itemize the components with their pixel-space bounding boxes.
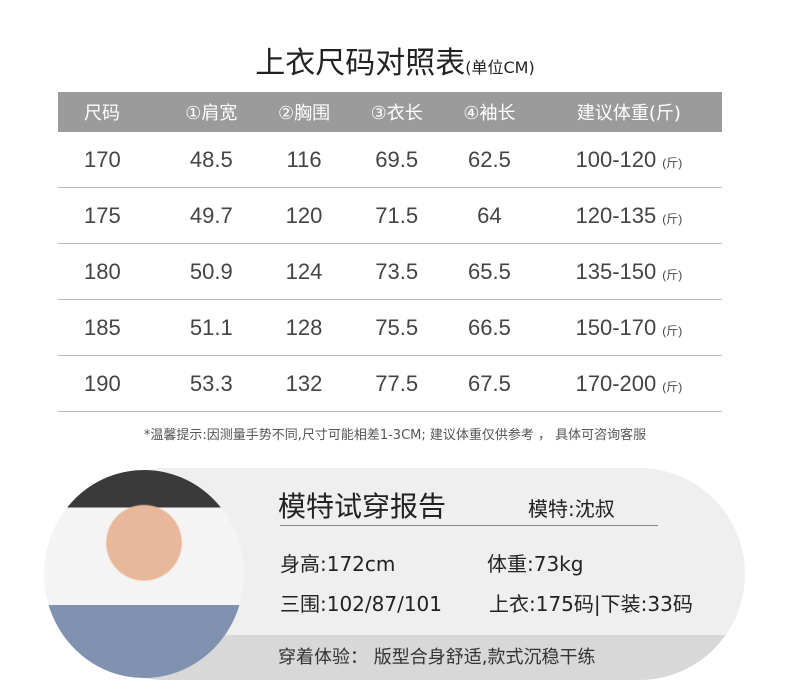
cell-value: 66.5: [467, 314, 511, 340]
cell-value: 49.7: [189, 202, 233, 228]
table-cell: 132: [257, 355, 351, 412]
cell-value: 116: [286, 146, 322, 172]
cell-value: 190: [84, 370, 121, 396]
table-cell: 67.5: [443, 355, 536, 412]
table-cell: 51.1: [165, 299, 258, 356]
cell-value: 175: [84, 202, 121, 228]
size-note: *温馨提示:因测量手势不同,尺寸可能相差1-3CM; 建议体重仅供参考 ， 具体…: [143, 428, 647, 443]
table-cell: 77.5: [350, 355, 444, 412]
table-cell: 175: [58, 187, 165, 244]
cell-value: 73.5: [375, 258, 419, 284]
table-cell: 128: [257, 299, 351, 356]
cell-value: 120-135: [575, 202, 657, 228]
cell-value: 67.5: [467, 370, 511, 396]
table-cell: 124: [257, 243, 351, 300]
cell-value: 128: [285, 314, 323, 340]
column-header: ①肩宽: [165, 92, 258, 132]
table-cell: 120-135 (斤): [535, 187, 722, 244]
table-cell: 170: [58, 132, 165, 188]
table-cell: 190: [58, 355, 165, 412]
table-cell: 69.5: [350, 132, 444, 188]
table-cell: 135-150 (斤): [535, 243, 722, 300]
table-cell: 150-170 (斤): [535, 299, 722, 356]
cell-value: 180: [84, 258, 121, 284]
model-measurements: 三围:102/87/101: [280, 592, 443, 616]
cell-value: 71.5: [375, 202, 419, 228]
weight-unit: (斤): [662, 267, 683, 282]
cell-value: 100-120: [575, 146, 657, 172]
table-row: 180 50.9 124 73.5 65.5 135-150 (斤): [58, 243, 722, 300]
weight-unit: (斤): [662, 211, 683, 226]
weight-unit: (斤): [662, 323, 683, 338]
cell-value: 69.5: [375, 146, 419, 172]
cell-value: 77.5: [375, 370, 419, 396]
column-header: ②胸围: [257, 92, 351, 132]
table-cell: 120: [257, 187, 351, 244]
cell-value: 65.5: [467, 258, 511, 284]
model-weight: 体重:73kg: [487, 552, 584, 576]
cell-value: 170: [84, 146, 121, 172]
page-title: 上衣尺码对照表(单位CM): [255, 46, 535, 81]
table-cell: 53.3: [165, 355, 258, 412]
table-cell: 66.5: [443, 299, 536, 356]
cell-value: 62.5: [467, 146, 511, 172]
table-cell: 62.5: [443, 132, 536, 188]
model-height: 身高:172cm: [280, 552, 396, 576]
cell-value: 53.3: [189, 370, 233, 396]
cell-value: 50.9: [189, 258, 233, 284]
table-cell: 75.5: [350, 299, 444, 356]
table-cell: 48.5: [165, 132, 258, 188]
table-cell: 100-120 (斤): [535, 132, 722, 188]
cell-value: 170-200: [575, 370, 657, 396]
model-name: 模特:沈叔: [528, 497, 615, 521]
table-cell: 180: [58, 243, 165, 300]
divider: [280, 525, 658, 526]
cell-value: 185: [84, 314, 121, 340]
cell-value: 150-170: [575, 314, 657, 340]
table-row: 190 53.3 132 77.5 67.5 170-200 (斤): [58, 355, 722, 412]
column-header: 建议体重(斤): [535, 92, 722, 132]
table-cell: 64: [443, 187, 536, 244]
table-cell: 50.9: [165, 243, 258, 300]
table-row: 170 48.5 116 69.5 62.5 100-120 (斤): [58, 132, 722, 188]
model-sizes: 上衣:175码|下装:33码: [489, 592, 693, 616]
table-row: 175 49.7 120 71.5 64 120-135 (斤): [58, 187, 722, 244]
weight-unit: (斤): [662, 379, 683, 394]
table-cell: 170-200 (斤): [535, 355, 722, 412]
cell-value: 132: [285, 370, 323, 396]
column-header: ④袖长: [443, 92, 536, 132]
cell-value: 120: [285, 202, 323, 228]
weight-unit: (斤): [662, 155, 683, 170]
report-title: 模特试穿报告: [278, 490, 447, 523]
cell-value: 75.5: [375, 314, 419, 340]
wearing-experience: 穿着体验： 版型合身舒适,款式沉稳干练: [278, 647, 596, 668]
cell-value: 48.5: [189, 146, 233, 172]
cell-value: 124: [285, 258, 323, 284]
cell-value: 51.1: [189, 314, 233, 340]
table-cell: 185: [58, 299, 165, 356]
table-cell: 73.5: [350, 243, 444, 300]
column-header: 尺码: [58, 92, 165, 132]
table-row: 185 51.1 128 75.5 66.5 150-170 (斤): [58, 299, 722, 356]
column-header: ③衣长: [350, 92, 444, 132]
model-photo: [44, 470, 244, 678]
cell-value: 135-150: [575, 258, 657, 284]
table-cell: 116: [257, 132, 351, 188]
size-table: 尺码 ①肩宽 ②胸围 ③衣长 ④袖长 建议体重(斤) 170 48.5 116 69.5 62.5…: [58, 92, 722, 412]
table-cell: 49.7: [165, 187, 258, 244]
cell-value: 64: [477, 202, 502, 228]
table-cell: 71.5: [350, 187, 444, 244]
table-cell: 65.5: [443, 243, 536, 300]
